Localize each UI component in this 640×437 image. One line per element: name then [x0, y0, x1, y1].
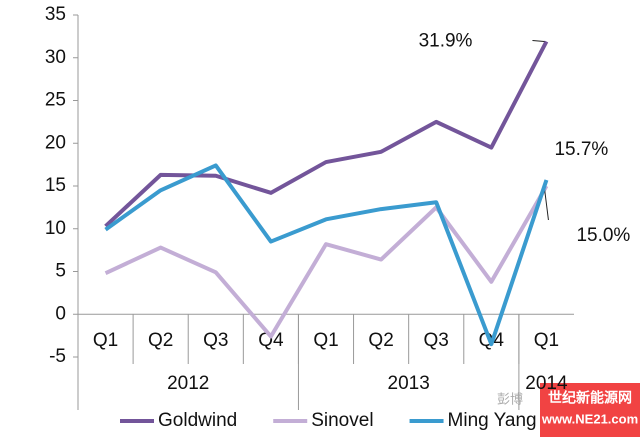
x-tick-label: Q3 — [203, 330, 228, 351]
x-tick-label: Q1 — [93, 330, 118, 351]
watermark: 世纪新能源网 — [548, 390, 632, 406]
group-label: 2014 — [525, 373, 568, 394]
series-line — [104, 40, 549, 228]
value-label: 15.7% — [554, 139, 608, 160]
x-tick-label: Q1 — [313, 330, 338, 351]
y-tick-label: 20 — [45, 132, 66, 153]
x-tick-label: Q1 — [534, 330, 559, 351]
y-tick-label: 5 — [55, 261, 66, 282]
legend-label: Ming Yang — [448, 410, 537, 431]
x-tick-label: Q4 — [258, 330, 284, 351]
y-tick-label: 30 — [45, 47, 66, 68]
value-label: 31.9% — [419, 31, 473, 52]
y-tick-label: 25 — [45, 90, 66, 111]
value-label: 15.0% — [576, 225, 630, 246]
legend-label: Sinovel — [311, 410, 373, 431]
watermark-box — [540, 383, 640, 437]
watermark: 彭博 — [497, 391, 523, 406]
y-tick-label: 35 — [45, 4, 66, 25]
x-tick-label: Q2 — [148, 330, 173, 351]
watermark: www.NE21.com — [541, 411, 638, 426]
legend-label: Goldwind — [158, 410, 237, 431]
group-label: 2013 — [388, 373, 430, 394]
series-line — [104, 163, 549, 347]
y-tick-label: 0 — [55, 303, 66, 324]
series-line — [104, 185, 549, 339]
y-tick-label: 10 — [45, 218, 66, 239]
group-label: 2012 — [167, 373, 209, 394]
y-tick-label: 15 — [45, 175, 66, 196]
y-tick-label: -5 — [49, 346, 66, 367]
leader-line — [543, 187, 549, 221]
x-tick-label: Q3 — [424, 330, 449, 351]
x-tick-label: Q2 — [368, 330, 393, 351]
leader-line — [532, 40, 545, 43]
